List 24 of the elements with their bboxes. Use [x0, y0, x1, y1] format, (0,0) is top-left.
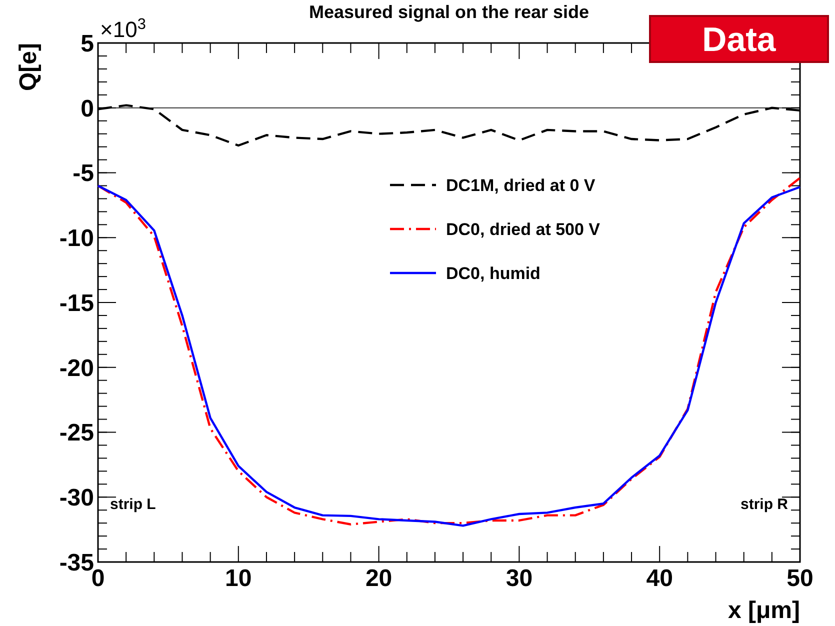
legend-label: DC0, dried at 500 V — [446, 220, 601, 239]
y-tick-label: -10 — [59, 225, 94, 252]
y-tick-label: 0 — [80, 95, 94, 122]
legend-label: DC0, humid — [446, 264, 540, 283]
x-tick-label: 10 — [225, 565, 252, 592]
x-tick-label: 50 — [786, 565, 814, 592]
text: ×10$^{3}$ — [100, 16, 146, 42]
legend-label: DC1M, dried at 0 V — [446, 176, 596, 195]
annotation: strip L — [110, 496, 156, 513]
x-tick-label: 40 — [646, 565, 673, 592]
y-tick-label: -5 — [72, 160, 94, 188]
y-tick-label: -35 — [59, 549, 94, 576]
chart-title: Measured signal on the rear side — [308, 2, 590, 22]
y-tick-label: -30 — [59, 484, 94, 512]
x-tick-label: 20 — [365, 565, 392, 592]
x-axis-title: x [μm] — [728, 597, 800, 624]
annotation: strip R — [740, 496, 788, 513]
annotation: Data — [702, 20, 777, 59]
y-tick-label: 5 — [80, 30, 94, 58]
y-axis-title: Q[e] — [15, 43, 42, 91]
y-tick-label: -15 — [59, 290, 94, 317]
y-tick-label: -20 — [59, 354, 94, 382]
y-tick-label: -25 — [59, 420, 94, 447]
x-tick-label: 30 — [506, 565, 533, 592]
